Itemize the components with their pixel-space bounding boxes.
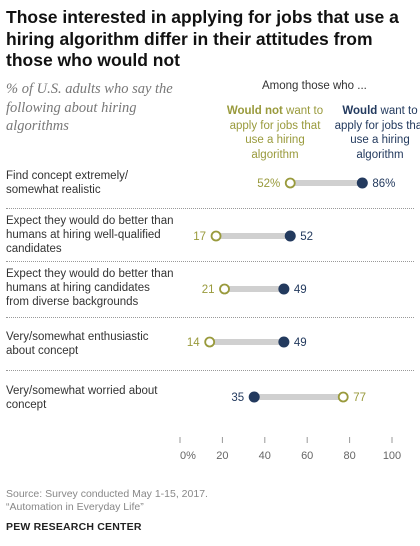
- legend-not-want: Would not want to apply for jobs that us…: [225, 104, 325, 162]
- source-note: Source: Survey conducted May 1-15, 2017.…: [6, 488, 208, 514]
- row-divider: [6, 261, 414, 262]
- row-divider: [6, 370, 414, 371]
- dot-would: [248, 391, 260, 403]
- value-label-would: 86%: [372, 178, 395, 190]
- dot-would-not: [210, 230, 222, 242]
- dot-would: [278, 336, 290, 348]
- x-tick-label: 20: [216, 450, 228, 462]
- dot-would: [284, 230, 296, 242]
- value-label-would-not: 77: [353, 392, 366, 404]
- row-label-diverse: Expect they would do better than humans …: [6, 268, 174, 308]
- source-line-1: Source: Survey conducted May 1-15, 2017.: [6, 488, 208, 500]
- row-label-realistic: Find concept extremely/ somewhat realist…: [6, 170, 129, 196]
- dot-would-not: [284, 177, 296, 189]
- legend-want-bold: Would: [342, 105, 378, 117]
- row-divider: [6, 208, 414, 209]
- among-label: Among those who ...: [262, 80, 367, 92]
- pew-logo-text: PEW RESEARCH CENTER: [6, 521, 142, 533]
- x-tick-label: 80: [343, 450, 355, 462]
- value-label-would: 52: [300, 231, 313, 243]
- value-label-would: 35: [231, 392, 244, 404]
- value-label-would-not: 52%: [257, 178, 280, 190]
- chart-title: Those interested in applying for jobs th…: [6, 7, 399, 70]
- x-tick-label: 100: [383, 450, 401, 462]
- dot-would: [356, 177, 368, 189]
- value-label-would: 49: [294, 337, 307, 349]
- dot-plot: 0% 20 40 60 80 100 52% 86% 17 52 21 49 14 49 35 77: [179, 177, 401, 462]
- value-label-would-not: 21: [202, 284, 215, 296]
- value-label-would-not: 17: [193, 231, 206, 243]
- value-label-would: 49: [294, 284, 307, 296]
- source-line-2: “Automation in Everyday Life”: [6, 501, 144, 513]
- dot-would-not: [204, 336, 216, 348]
- x-tick-label: 60: [301, 450, 313, 462]
- row-divider: [6, 317, 414, 318]
- x-tick-label: 0%: [180, 450, 196, 462]
- legend-not-want-bold: Would not: [226, 105, 283, 117]
- legend-want: Would want to apply for jobs that use a …: [330, 104, 420, 162]
- row-label-well-qualified: Expect they would do better than humans …: [6, 215, 174, 255]
- legend-want-rest: want to apply for jobs that use a hiring…: [334, 105, 420, 161]
- chart-subtitle: % of U.S. adults who say the following a…: [6, 81, 173, 134]
- dot-would-not: [337, 391, 349, 403]
- dot-would: [278, 283, 290, 295]
- row-label-worried: Very/somewhat worried about concept: [6, 385, 158, 411]
- row-label-enthusiastic: Very/somewhat enthusiastic about concept: [6, 331, 149, 357]
- dot-would-not: [219, 283, 230, 295]
- x-tick-label: 40: [259, 450, 271, 462]
- legend-not-want-rest: want to apply for jobs that use a hiring…: [229, 105, 324, 161]
- value-label-would-not: 14: [187, 337, 200, 349]
